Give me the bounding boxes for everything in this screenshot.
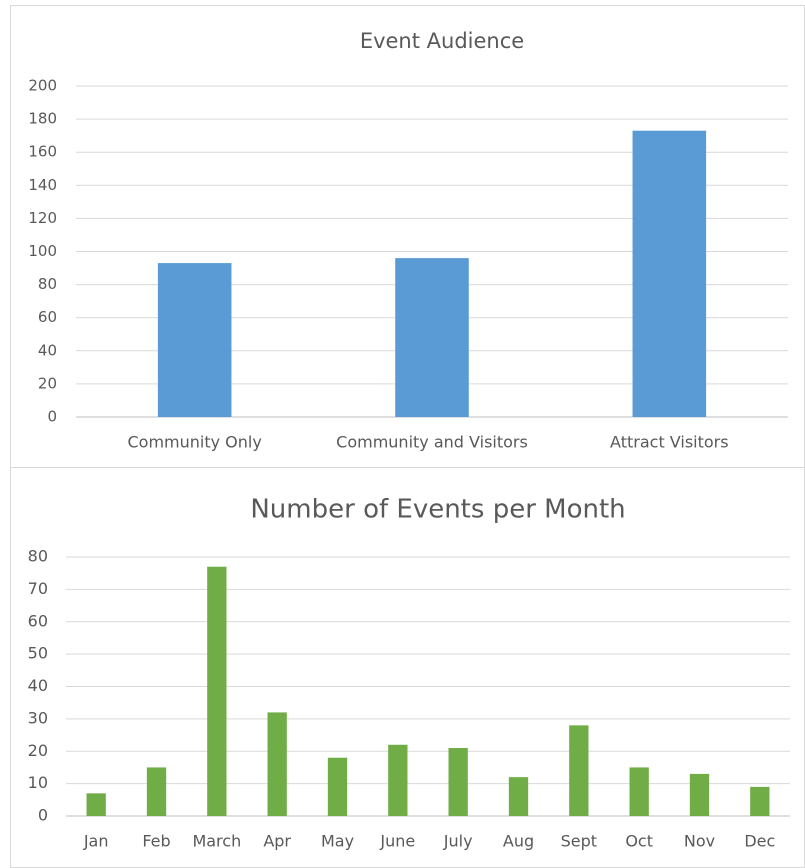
- x-tick-label: March: [192, 832, 241, 851]
- bar: [508, 777, 529, 816]
- bar: [146, 767, 167, 816]
- x-tick-label: Community Only: [127, 433, 261, 452]
- y-tick-label: 100: [28, 242, 57, 260]
- x-tick-label: Jan: [83, 832, 109, 851]
- chart-frame: [10, 467, 805, 868]
- bar: [388, 744, 408, 816]
- bar: [267, 712, 287, 816]
- chart-title: Event Audience: [360, 29, 524, 53]
- bar: [327, 757, 348, 816]
- y-tick-label: 0: [47, 408, 57, 426]
- bar: [157, 263, 232, 417]
- y-tick-label: 20: [38, 374, 57, 392]
- y-tick-label: 80: [28, 547, 48, 566]
- x-tick-label: July: [443, 832, 473, 851]
- y-tick-label: 60: [28, 611, 48, 630]
- x-tick-label: Apr: [263, 832, 291, 851]
- y-tick-label: 60: [38, 308, 57, 326]
- x-tick-label: Sept: [561, 832, 597, 851]
- y-tick-label: 0: [38, 806, 48, 825]
- x-tick-label: Nov: [684, 832, 715, 851]
- bar: [689, 773, 710, 816]
- bar: [395, 258, 469, 417]
- y-tick-label: 40: [28, 676, 48, 695]
- bar: [629, 767, 649, 816]
- bar: [207, 566, 227, 816]
- x-tick-label: Community and Visitors: [336, 433, 528, 452]
- y-tick-label: 160: [28, 143, 57, 161]
- y-tick-label: 200: [28, 77, 57, 95]
- bar: [632, 130, 707, 417]
- x-tick-label: Aug: [503, 832, 534, 851]
- x-tick-label: Attract Visitors: [610, 433, 729, 452]
- x-tick-label: May: [321, 832, 354, 851]
- y-tick-label: 140: [28, 176, 57, 194]
- bar: [750, 786, 770, 816]
- y-tick-label: 50: [28, 644, 48, 663]
- chart-title: Number of Events per Month: [250, 495, 625, 525]
- x-tick-label: Feb: [142, 832, 170, 851]
- y-tick-label: 70: [28, 579, 48, 598]
- y-tick-label: 40: [38, 341, 57, 359]
- y-tick-label: 120: [28, 209, 57, 227]
- y-tick-label: 20: [28, 741, 48, 760]
- y-tick-label: 10: [28, 773, 48, 792]
- bar: [448, 748, 468, 816]
- x-tick-label: Oct: [625, 832, 653, 851]
- y-tick-label: 180: [28, 110, 57, 128]
- x-tick-label: Dec: [744, 832, 775, 851]
- bar: [569, 725, 589, 816]
- y-tick-label: 30: [28, 708, 48, 727]
- y-tick-label: 80: [38, 275, 57, 293]
- x-tick-label: June: [379, 832, 415, 851]
- bar: [86, 793, 106, 816]
